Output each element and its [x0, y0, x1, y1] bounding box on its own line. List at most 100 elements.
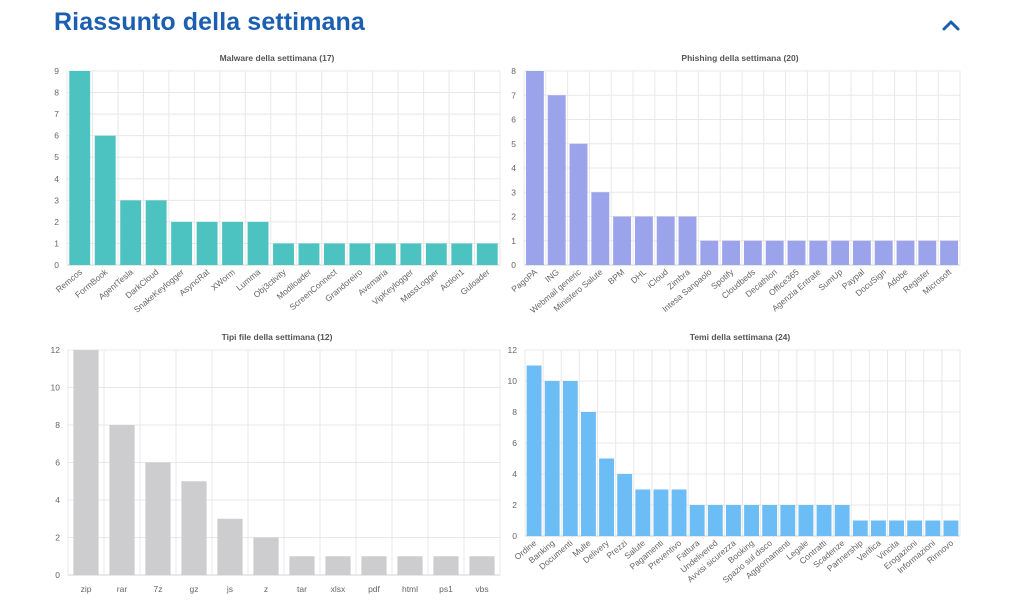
y-tick-label: 1 — [54, 238, 59, 248]
y-tick-label: 6 — [512, 438, 517, 448]
bar-agenttesla — [120, 200, 142, 265]
y-tick-label: 2 — [54, 217, 59, 227]
bar-js — [217, 518, 243, 575]
y-tick-label: 2 — [55, 533, 60, 543]
bar-paypal — [852, 240, 871, 265]
bar-guloader — [476, 243, 498, 265]
y-tick-label: 7 — [511, 90, 516, 100]
bar-remcos — [69, 71, 91, 265]
y-tick-label: 7 — [54, 109, 59, 119]
bar-vbs — [469, 556, 495, 575]
file-types-chart: Tipi file della settimana (12) 0 2 4 6 8 10 12 z… — [51, 332, 501, 594]
bar-action1 — [451, 243, 473, 265]
bar-html — [397, 556, 423, 575]
y-tick-label: 10 — [51, 383, 61, 393]
x-tick-label: BPM — [606, 267, 627, 287]
bar-avvisi-sicurezza — [726, 505, 741, 536]
bar-multe — [581, 412, 596, 536]
chart-title: Malware della settimana (17) — [220, 53, 335, 63]
bar-undelivered — [707, 505, 723, 536]
bar-agenzia-entrate — [809, 240, 828, 265]
x-tick-label: zip — [81, 584, 92, 594]
bar-sumup — [831, 240, 850, 265]
y-tick-label: 6 — [54, 131, 59, 141]
bar-adobe — [896, 240, 915, 265]
bar-xlsx — [325, 556, 351, 575]
bar-snakekeylogger — [171, 221, 193, 265]
y-tick-label: 2 — [512, 500, 517, 510]
bar-delivery — [599, 458, 614, 536]
x-tick-label: ps1 — [439, 584, 453, 594]
bar-contratti — [816, 505, 832, 536]
y-tick-label: 0 — [512, 531, 517, 541]
bar-ministero-salute — [591, 192, 610, 265]
bar-7z — [145, 462, 171, 575]
bar-legale — [798, 505, 814, 536]
chevron-up-icon — [942, 20, 960, 31]
bar-grandoreiro — [349, 243, 371, 265]
bar-informazioni — [925, 520, 941, 536]
x-tick-label: pdf — [368, 584, 380, 594]
bar-pagamenti — [653, 489, 669, 536]
y-tick-label: 8 — [55, 420, 60, 430]
bar-pagopa — [525, 71, 544, 265]
bar-office365 — [787, 240, 806, 265]
bar-asyncrat — [196, 221, 218, 265]
bar-pdf — [361, 556, 387, 575]
y-tick-label: 5 — [54, 152, 59, 162]
y-tick-label: 8 — [512, 407, 517, 417]
y-tick-label: 8 — [54, 88, 59, 98]
bar-aggiornamenti — [780, 505, 796, 536]
bar-booking — [744, 505, 759, 536]
y-tick-label: 4 — [511, 163, 516, 173]
x-tick-label: xlsx — [331, 584, 346, 594]
x-tick-label: rar — [117, 584, 128, 594]
bar-bpm — [613, 216, 632, 265]
phishing-chart: Phishing della settimana (20) 0 1 2 3 4 5 6 7 8 Pa… — [509, 53, 961, 315]
y-tick-label: 1 — [511, 236, 516, 246]
page-title: Riassunto della settimana — [54, 8, 365, 36]
bar-zip — [73, 350, 99, 575]
y-tick-label: 10 — [508, 376, 518, 386]
y-tick-label: 4 — [54, 174, 59, 184]
bar-ps1 — [433, 556, 459, 575]
y-tick-label: 5 — [511, 139, 516, 149]
chart-title: Temi della settimana (24) — [690, 332, 791, 342]
bar-intesa-sanpaolo — [700, 240, 719, 265]
collapse-button[interactable] — [936, 10, 966, 38]
bar-verifica — [871, 520, 886, 536]
bar-rar — [109, 425, 135, 575]
bar-decathlon — [765, 240, 784, 265]
bar-icloud — [656, 216, 675, 265]
bar-gz — [181, 481, 207, 575]
bar-spazio-sul-disco — [762, 505, 778, 536]
bar-prezzi — [617, 474, 633, 536]
x-tick-label: tar — [297, 584, 307, 594]
x-tick-label: html — [402, 584, 418, 594]
bar-erogazioni — [907, 520, 923, 536]
bar-rinnovo — [943, 520, 959, 536]
bar-preventivo — [671, 489, 687, 536]
bar-zimbra — [678, 216, 697, 265]
y-tick-label: 12 — [508, 345, 518, 355]
bar-fattura — [689, 505, 705, 536]
y-tick-label: 0 — [511, 260, 516, 270]
bar-register — [918, 240, 937, 265]
x-tick-label: XWorm — [209, 267, 237, 293]
bar-lumma — [247, 221, 269, 265]
bar-formbook — [94, 135, 116, 265]
x-tick-label: js — [226, 584, 233, 594]
themes-chart: Temi della settimana (24)024681012Ordine… — [508, 332, 961, 585]
chart-title: Phishing della settimana (20) — [681, 53, 798, 63]
bar-partnership — [852, 520, 868, 536]
x-tick-label: vbs — [475, 584, 488, 594]
bar-screenconnect — [323, 243, 345, 265]
y-tick-label: 3 — [511, 187, 516, 197]
y-tick-label: 6 — [55, 458, 60, 468]
y-tick-label: 12 — [51, 345, 61, 355]
bar-avemaria — [374, 243, 396, 265]
bar-docusign — [874, 240, 893, 265]
y-tick-label: 3 — [54, 195, 59, 205]
bar-webmail-generic — [569, 143, 588, 265]
x-tick-label: PagoPA — [509, 267, 539, 295]
